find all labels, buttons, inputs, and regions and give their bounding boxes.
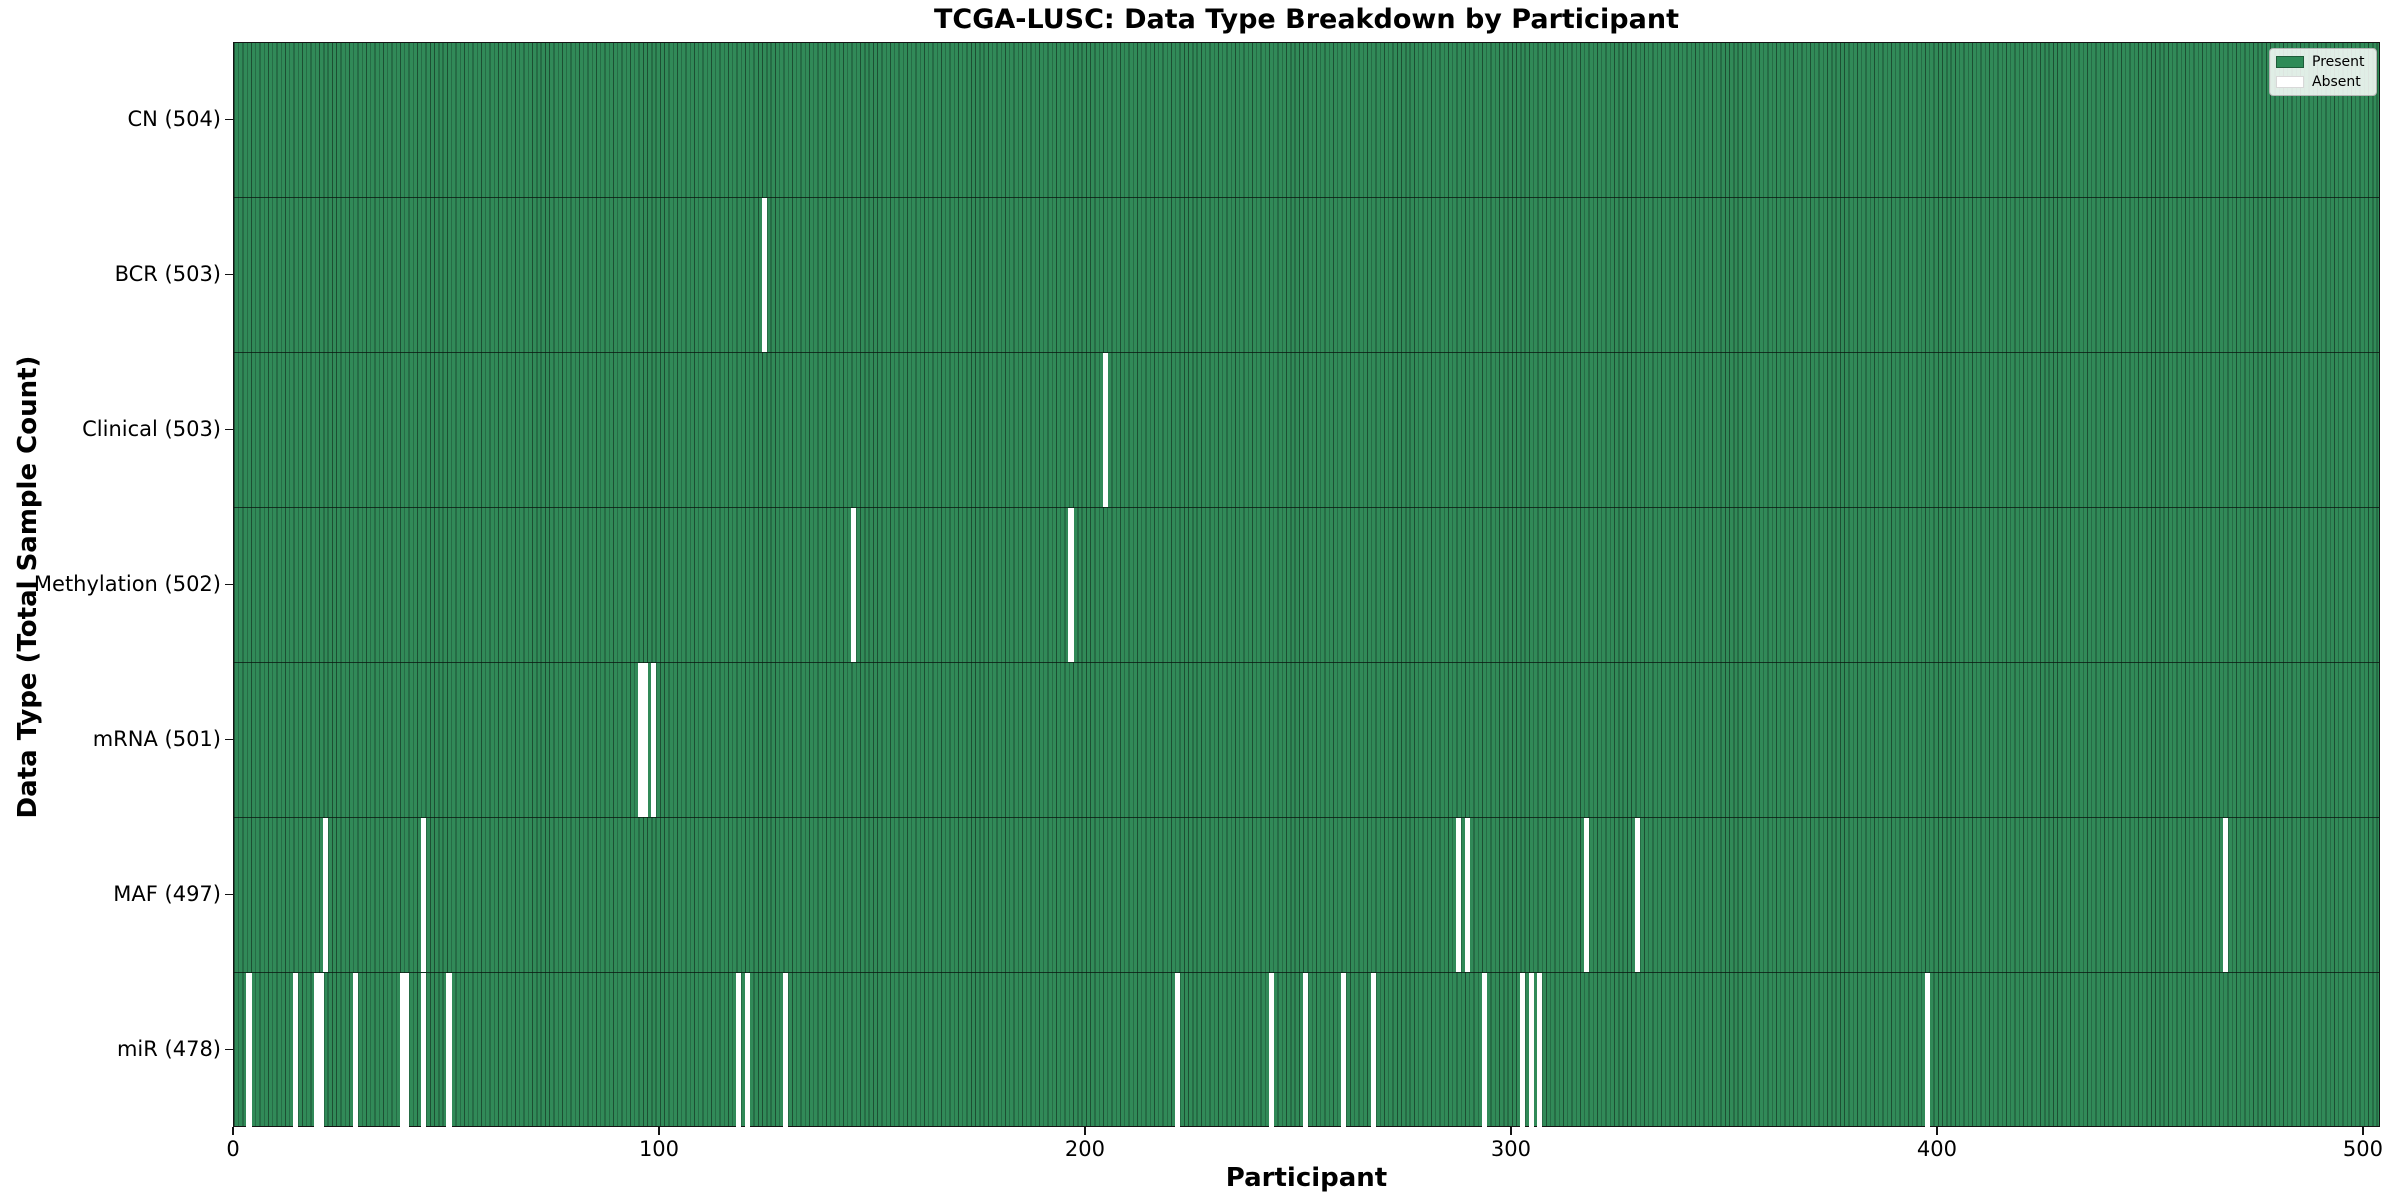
absent-gap [1302,973,1308,1128]
absent-gap [761,198,767,352]
y-tick-label: mRNA (501) [92,726,221,751]
absent-gap [638,663,644,817]
absent-gap [446,973,452,1128]
x-tick-mark [1936,1127,1938,1135]
row-cn [234,43,2379,198]
x-tick-mark [2362,1127,2364,1135]
absent-gap [1456,818,1462,972]
x-tick-mark [1084,1127,1086,1135]
x-tick-mark [232,1127,234,1135]
row-mrna [234,663,2379,818]
absent-gap [1268,973,1274,1128]
y-tick-mark [225,1048,233,1051]
y-tick-mark [225,118,233,121]
absent-gap [352,973,359,1128]
absent-gap [650,663,657,817]
y-tick-mark [225,273,233,276]
absent-gap [1174,973,1181,1128]
absent-gap [322,818,329,972]
legend-item-absent: Absent [2276,74,2370,91]
x-tick-label: 0 [226,1137,240,1161]
y-tick-label: Clinical (503) [82,416,221,441]
absent-gap [1370,973,1377,1128]
absent-gap [744,973,750,1128]
x-tick-label: 100 [638,1137,680,1161]
legend-item-present: Present [2276,54,2370,71]
legend: Present Absent [2269,48,2377,96]
x-tick-label: 400 [1916,1137,1957,1161]
absent-gap [1341,973,1347,1128]
absent-gap [1537,973,1543,1128]
y-tick-mark [225,893,233,896]
absent-gap [1481,973,1487,1128]
y-tick-label: miR (478) [116,1036,221,1061]
absent-gap [318,973,324,1128]
absent-gap [1068,508,1074,662]
y-tick-mark [225,428,233,431]
absent-gap [1519,973,1526,1128]
absent-gap [420,818,427,972]
row-clinical [234,353,2379,508]
row-methylation [234,508,2379,663]
x-axis-label: Participant [1225,1163,1388,1193]
absent-gap [642,663,648,817]
y-tick-label: CN (504) [127,106,221,131]
absent-gap [314,973,320,1128]
y-tick-mark [225,738,233,741]
x-tick-label: 200 [1064,1137,1106,1161]
plot-area [233,42,2380,1128]
present-swatch-icon [2276,56,2304,68]
row-bcr [234,198,2379,353]
absent-gap [1635,818,1641,972]
absent-gap [736,973,742,1128]
participant-bars-texture [234,43,2379,1126]
y-tick-mark [225,583,233,586]
x-tick-mark [658,1127,660,1135]
absent-gap [783,973,789,1128]
x-tick-label: 500 [2342,1137,2383,1161]
absent-gap [1528,973,1534,1128]
absent-gap [1583,818,1590,972]
row-maf [234,818,2379,973]
x-tick-mark [1510,1127,1512,1135]
absent-gap [851,508,857,662]
legend-label-absent: Absent [2312,73,2361,90]
legend-label-present: Present [2312,53,2365,70]
absent-gap [1464,818,1470,972]
absent-swatch-icon [2276,76,2304,88]
absent-gap [2222,818,2229,972]
absent-gap [1924,973,1930,1128]
row-mir [234,973,2379,1128]
absent-gap [293,973,299,1128]
y-tick-label: BCR (503) [114,261,221,286]
absent-gap [403,973,410,1128]
absent-gap [399,973,405,1128]
y-tick-label: Methylation (502) [33,571,221,596]
x-tick-label: 300 [1490,1137,1532,1161]
absent-gap [420,973,427,1128]
absent-gap [1102,353,1108,507]
y-tick-label: MAF (497) [113,881,221,906]
absent-gap [246,973,252,1128]
chart-title: TCGA-LUSC: Data Type Breakdown by Partic… [934,4,1679,35]
